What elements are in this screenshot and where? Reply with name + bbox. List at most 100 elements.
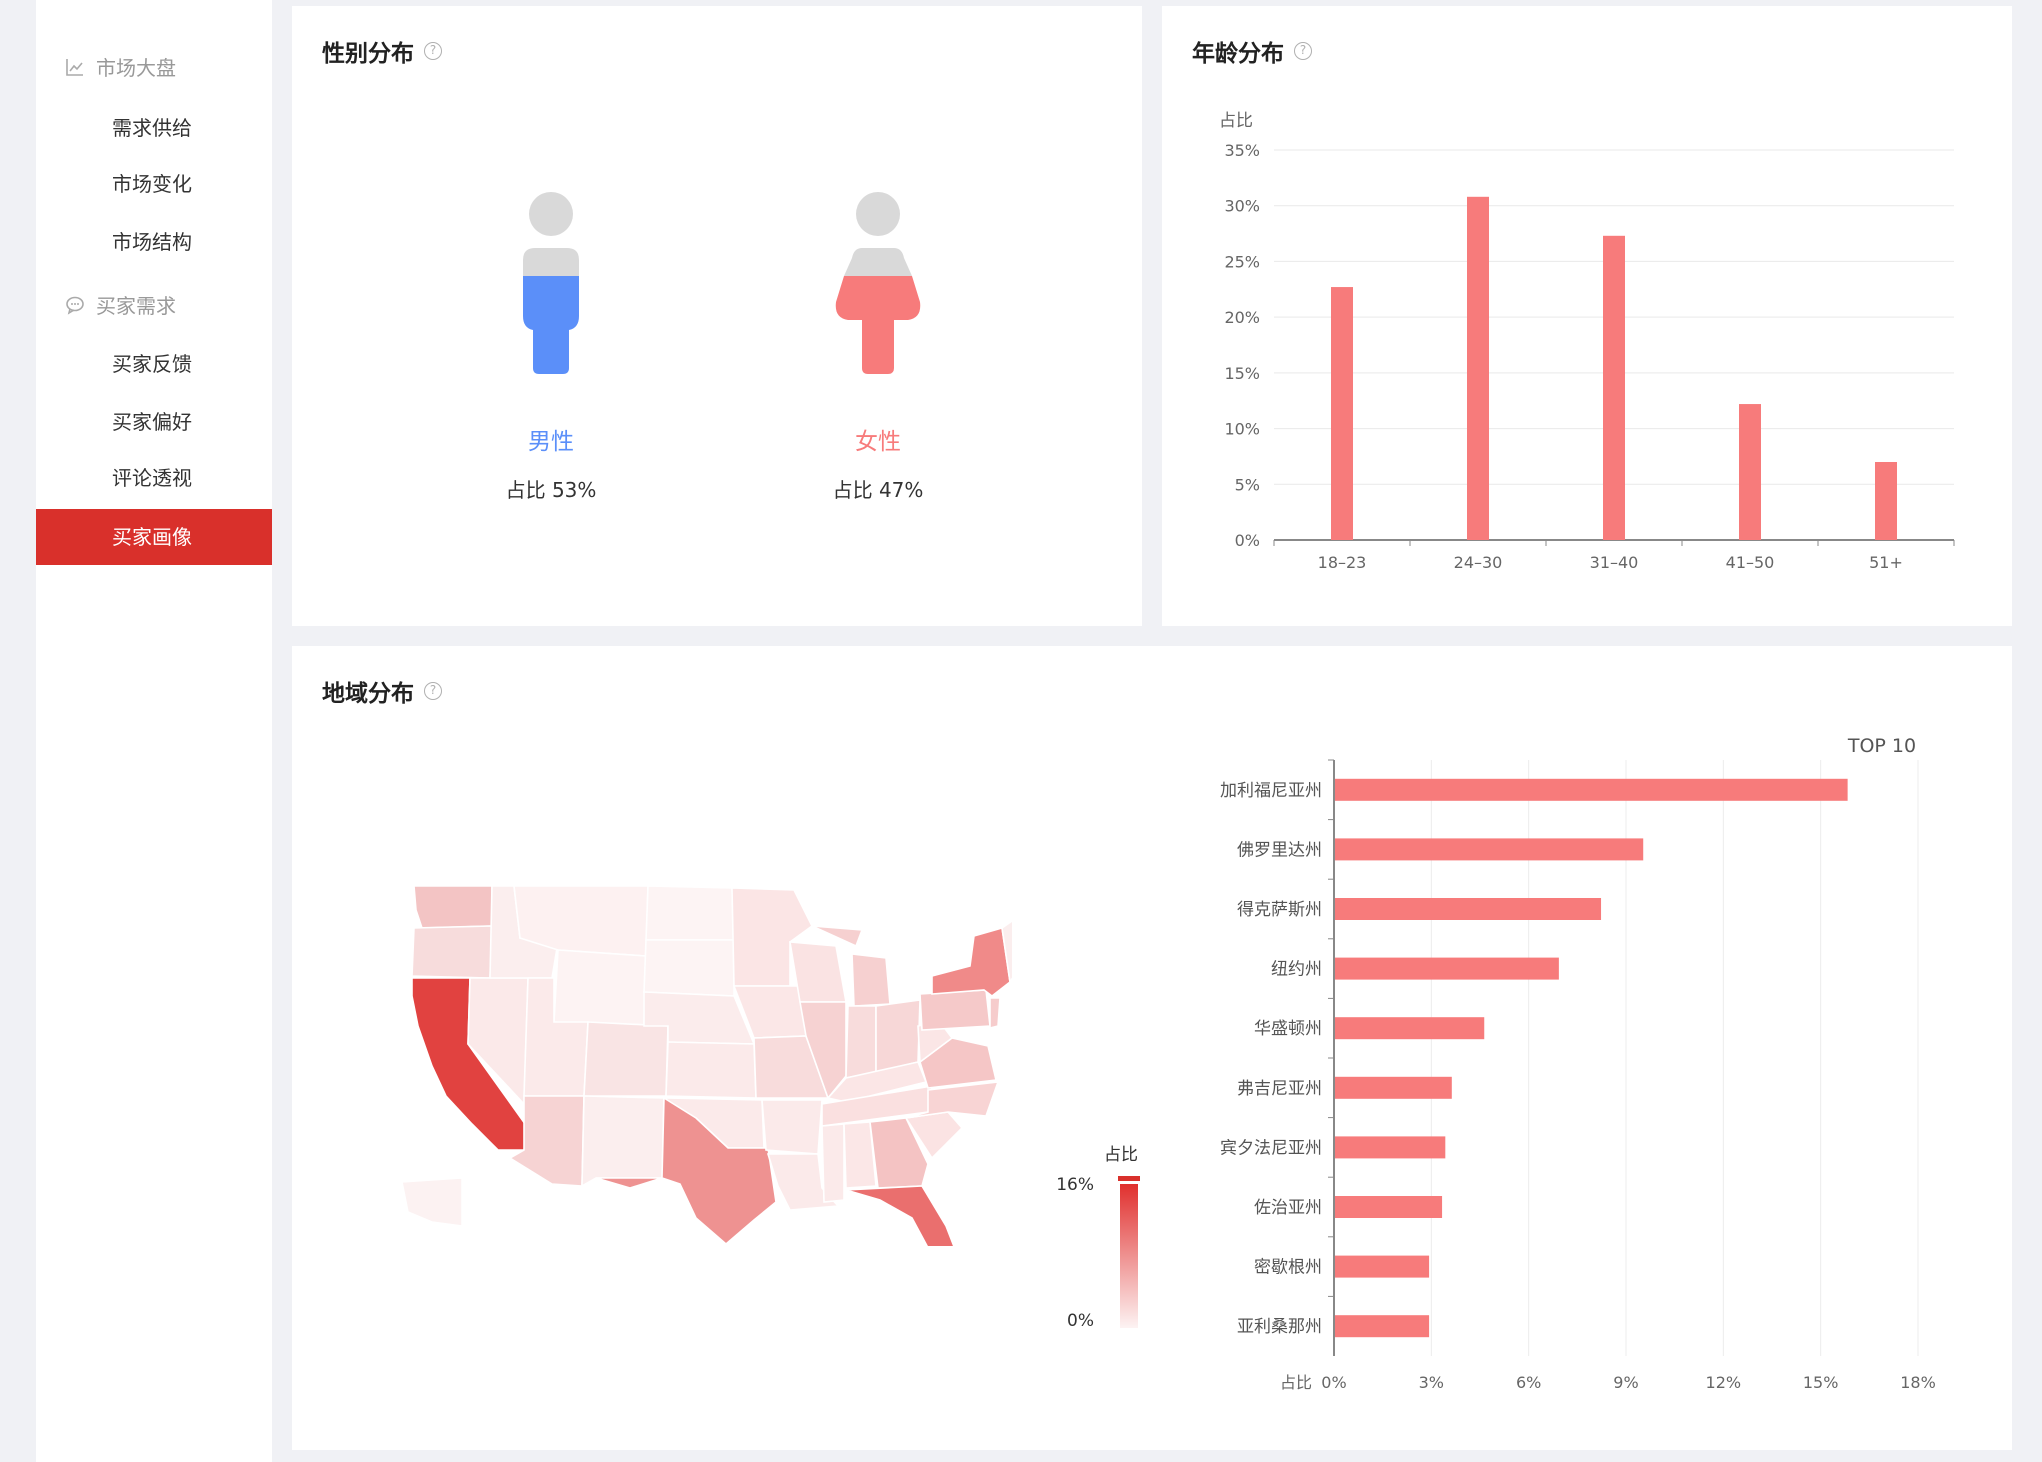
x-axis-label: 占比	[1280, 1373, 1312, 1392]
y-tick-label: 加利福尼亚州	[1220, 781, 1322, 801]
legend-min: 0%	[1067, 1311, 1094, 1331]
state-north-dakota	[645, 885, 735, 941]
state-florida	[845, 1185, 955, 1246]
y-tick-label: 亚利桑那州	[1237, 1317, 1322, 1337]
y-tick-label: 宾夕法尼亚州	[1220, 1138, 1322, 1158]
card-title: 年龄分布 ?	[1192, 34, 1312, 68]
sidebar-item-buyer-feedback[interactable]: 买家反馈	[112, 352, 192, 376]
male-figure-icon	[523, 192, 579, 374]
state-texas	[595, 1096, 777, 1246]
y-tick-label: 25%	[1224, 252, 1260, 271]
region-card: 地域分布 ?	[292, 646, 2012, 1450]
state-wisconsin	[789, 941, 847, 1003]
x-tick-label: 9%	[1613, 1373, 1638, 1392]
state-alaska	[401, 1177, 463, 1227]
x-tick-label: 31–40	[1590, 553, 1639, 572]
sidebar-item-buyer-profile[interactable]: 买家画像	[36, 509, 272, 565]
card-title: 性别分布 ?	[322, 34, 442, 68]
state-new-york	[931, 926, 1011, 998]
bar-华盛顿州	[1335, 1017, 1485, 1040]
bar-得克萨斯州	[1335, 898, 1602, 920]
bar-31-40	[1603, 235, 1625, 541]
legend-max: 16%	[1056, 1175, 1094, 1195]
legend-gradient-bar	[1120, 1184, 1138, 1328]
male-percentage: 占比 53%	[505, 478, 597, 502]
state-ohio	[875, 999, 921, 1074]
map-legend: 占比 16% 0%	[1056, 1145, 1140, 1331]
state-oregon	[411, 925, 493, 979]
y-tick-label: 30%	[1224, 197, 1260, 216]
legend-title: 占比	[1104, 1145, 1138, 1165]
x-tick-label: 24–30	[1454, 553, 1503, 572]
bar-宾夕法尼亚州	[1335, 1136, 1446, 1159]
us-state-choropleth-map	[401, 885, 1012, 1246]
nav-group-buyer[interactable]: 买家需求	[64, 290, 176, 319]
state-pennsylvania	[919, 989, 991, 1031]
sidebar: 市场大盘 需求供给 市场变化 市场结构 买家需求 买家反馈 买家偏好 评论透视 …	[36, 0, 272, 1462]
y-tick-label: 密歇根州	[1254, 1258, 1322, 1278]
age-bar-chart: 占比 0% 5% 10% 15% 20% 25% 30% 35% 18–23 24–30 31–40 4…	[1219, 111, 1955, 572]
y-tick-label: 20%	[1224, 308, 1260, 327]
state-indiana	[845, 1005, 877, 1079]
x-tick-label: 41–50	[1726, 553, 1775, 572]
bar-24-30	[1467, 196, 1489, 541]
sidebar-item-market-structure[interactable]: 市场结构	[112, 230, 192, 254]
x-tick-label: 3%	[1419, 1373, 1444, 1392]
sidebar-item-market-change[interactable]: 市场变化	[112, 172, 192, 196]
state-colorado	[583, 1021, 669, 1097]
help-icon[interactable]: ?	[1294, 42, 1312, 60]
state-new-jersey	[989, 997, 1001, 1030]
y-tick-label: 10%	[1224, 420, 1260, 439]
nav-group-market[interactable]: 市场大盘	[64, 52, 176, 81]
bar-纽约州	[1335, 957, 1559, 980]
card-title: 地域分布 ?	[322, 674, 442, 708]
state-mississippi	[821, 1123, 845, 1203]
state-south-dakota	[643, 939, 735, 997]
legend-handle[interactable]	[1118, 1176, 1140, 1181]
state-north-carolina	[905, 1081, 1000, 1119]
state-washington	[413, 885, 493, 929]
state-louisiana	[766, 1153, 840, 1211]
bar-佛罗里达州	[1335, 838, 1644, 861]
y-tick-label: 佐治亚州	[1254, 1198, 1322, 1218]
y-tick-label: 佛罗里达州	[1237, 840, 1322, 860]
bar-弗吉尼亚州	[1335, 1076, 1452, 1099]
top10-label: TOP 10	[1847, 735, 1916, 757]
bar-加利福尼亚州	[1335, 778, 1848, 801]
chart-icon	[66, 58, 83, 76]
y-tick-label: 弗吉尼亚州	[1237, 1079, 1322, 1099]
y-tick-label: 15%	[1224, 364, 1260, 383]
age-title: 年龄分布	[1192, 41, 1284, 67]
x-tick-label: 0%	[1321, 1373, 1346, 1392]
y-tick-label: 35%	[1224, 141, 1260, 160]
sidebar-item-demand-supply[interactable]: 需求供给	[112, 116, 192, 140]
state-wyoming	[553, 949, 647, 1027]
state-kansas	[665, 1041, 757, 1099]
gender-card: 性别分布 ? 男性 占比 53% 女性 占比 47%	[292, 6, 1142, 626]
x-tick-label: 18–23	[1318, 553, 1367, 572]
help-icon[interactable]: ?	[424, 42, 442, 60]
male-label: 男性	[528, 429, 574, 455]
y-tick-label: 0%	[1235, 531, 1260, 550]
bar-51+	[1875, 462, 1897, 540]
x-tick-label: 18%	[1900, 1373, 1936, 1392]
x-tick-label: 15%	[1803, 1373, 1839, 1392]
sidebar-item-review-insight[interactable]: 评论透视	[112, 466, 192, 490]
y-tick-label: 5%	[1235, 475, 1260, 494]
y-tick-label: 得克萨斯州	[1237, 900, 1322, 920]
help-icon[interactable]: ?	[424, 682, 442, 700]
state-new-mexico	[581, 1095, 665, 1188]
gender-title: 性别分布	[322, 41, 414, 67]
bar-18-23	[1331, 287, 1353, 540]
sidebar-item-buyer-preference[interactable]: 买家偏好	[112, 410, 192, 434]
female-percentage: 占比 47%	[832, 478, 924, 502]
x-tick-label: 51+	[1869, 553, 1903, 572]
state-new-england	[1001, 920, 1012, 985]
age-card: 年龄分布 ? 占比 0% 5% 10% 15% 20% 25% 30% 35% 18–23 24–3…	[1162, 6, 2012, 626]
bar-密歇根州	[1335, 1255, 1430, 1278]
y-axis-label: 占比	[1219, 111, 1253, 131]
nav-group-label: 买家需求	[96, 294, 176, 318]
state-georgia	[869, 1117, 929, 1189]
top10-bar-chart: TOP 10 0% 3% 6% 9% 12% 15% 18% 占比 加利福尼亚州佛罗里达州得克萨斯…	[1220, 735, 1936, 1392]
state-arkansas	[761, 1099, 823, 1155]
